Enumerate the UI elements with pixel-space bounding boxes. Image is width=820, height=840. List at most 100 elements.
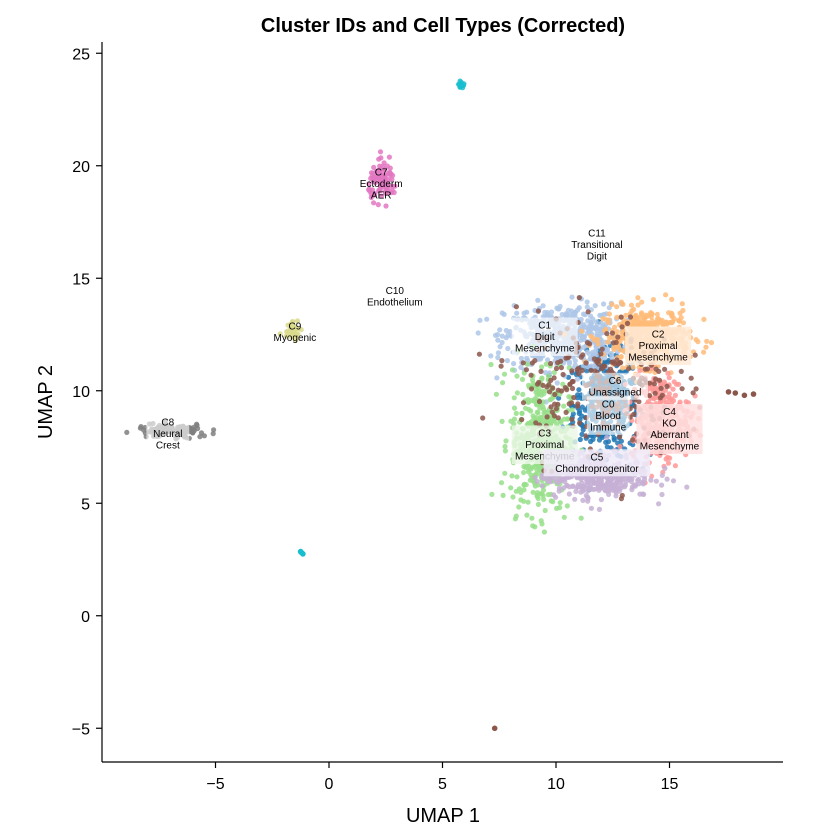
cell-point-c0 xyxy=(596,437,603,443)
cluster-label-c7: Ectoderm xyxy=(360,179,403,190)
cell-point-c5 xyxy=(614,486,620,492)
cell-point-c6 xyxy=(528,372,534,378)
cell-point-outlier xyxy=(491,725,498,732)
cell-point-c1 xyxy=(554,380,560,386)
cell-point-c5 xyxy=(596,506,603,512)
cell-point-c2 xyxy=(595,336,601,343)
cell-point-c6 xyxy=(657,395,664,401)
cell-point-c2 xyxy=(578,328,585,334)
cell-point-c6 xyxy=(550,385,556,391)
cell-point-c3 xyxy=(533,389,539,395)
cell-point-c5 xyxy=(556,485,563,491)
cell-point-c3 xyxy=(578,515,584,521)
cell-point-c2 xyxy=(680,320,687,326)
cell-point-c3 xyxy=(535,501,542,507)
cell-point-c2 xyxy=(635,295,641,301)
cell-point-c4 xyxy=(667,396,673,403)
cell-point-c2 xyxy=(650,297,657,303)
cell-point-c1 xyxy=(581,322,587,328)
cell-point-c5 xyxy=(579,483,586,489)
cell-point-c0 xyxy=(579,404,586,410)
cell-point-c6 xyxy=(652,390,658,396)
cell-point-c5 xyxy=(580,497,586,503)
cell-point-c2 xyxy=(663,292,669,298)
cell-point-c7 xyxy=(375,202,381,208)
cell-point-c6 xyxy=(604,331,610,337)
cluster-label-c4: C4 xyxy=(663,407,676,418)
cell-point-c6 xyxy=(569,368,575,374)
cell-point-c3 xyxy=(531,415,537,421)
cell-point-c1 xyxy=(545,357,551,363)
cell-point-c3 xyxy=(502,448,508,454)
cell-point-c6 xyxy=(617,360,623,366)
cell-point-c7 xyxy=(371,164,377,170)
cell-point-c3 xyxy=(513,410,519,416)
cell-point-c6 xyxy=(619,324,625,330)
cell-point-c2 xyxy=(606,317,612,323)
cell-point-c8 xyxy=(211,427,217,433)
cell-point-c5 xyxy=(593,480,599,486)
cell-point-c6 xyxy=(548,404,554,410)
cell-point-c3 xyxy=(525,399,531,405)
cell-point-c2 xyxy=(608,334,614,340)
cell-point-c3 xyxy=(532,396,538,402)
cell-point-c5 xyxy=(606,480,612,486)
cell-point-c7 xyxy=(378,193,384,199)
cell-point-c1 xyxy=(562,312,569,318)
cell-point-c6 xyxy=(553,406,560,412)
cell-point-c1 xyxy=(524,357,531,363)
cell-point-c3 xyxy=(514,474,520,480)
cell-point-outlier xyxy=(741,392,748,399)
cell-point-c3 xyxy=(493,391,499,397)
cell-point-c2 xyxy=(588,333,594,339)
cluster-label-c4: Aberrant xyxy=(650,430,689,441)
cluster-label-c1: C1 xyxy=(538,321,551,332)
cell-point-c4 xyxy=(672,392,679,398)
cluster-label-c9: C9 xyxy=(289,322,302,333)
cell-point-c6 xyxy=(536,398,543,405)
cell-point-c3 xyxy=(541,529,548,535)
cluster-label-background xyxy=(636,404,703,454)
cell-point-c1 xyxy=(540,303,546,309)
cell-point-c6 xyxy=(520,400,527,406)
cell-point-c1 xyxy=(608,350,614,357)
cell-point-c9 xyxy=(277,331,283,337)
cell-point-c6 xyxy=(626,366,632,372)
cluster-label-c8: C8 xyxy=(161,417,174,428)
cell-point-c3 xyxy=(498,480,505,486)
cell-point-c3 xyxy=(500,492,506,498)
cell-point-c4 xyxy=(676,381,682,387)
cell-point-c3 xyxy=(542,507,548,514)
cell-point-c3 xyxy=(558,419,564,425)
x-tick-label: 5 xyxy=(438,776,447,793)
cell-point-c0 xyxy=(576,387,582,393)
cell-point-c3 xyxy=(541,496,547,502)
cell-point-c6 xyxy=(624,320,631,326)
cell-point-c5 xyxy=(606,488,612,494)
cluster-label-background xyxy=(146,414,190,453)
cluster-label-c0: C0 xyxy=(602,399,615,410)
cell-point-c3 xyxy=(545,492,551,498)
cell-point-c1 xyxy=(593,348,599,354)
cell-point-c6 xyxy=(555,387,561,393)
cell-point-c4 xyxy=(665,460,672,466)
cell-point-c3 xyxy=(543,361,549,367)
cell-point-c3 xyxy=(529,515,535,521)
cell-point-c1 xyxy=(593,324,599,330)
cell-point-c6 xyxy=(538,368,544,374)
cell-point-c6 xyxy=(476,351,482,357)
cell-point-c2 xyxy=(664,320,670,326)
cell-point-c1 xyxy=(499,339,505,346)
cell-point-c1 xyxy=(581,336,587,342)
cell-point-c1 xyxy=(585,318,591,324)
cell-point-c3 xyxy=(502,443,508,450)
cell-point-c2 xyxy=(611,346,617,353)
cell-point-c1 xyxy=(503,335,509,341)
cell-point-c4 xyxy=(665,454,671,460)
cell-point-c6 xyxy=(688,375,694,381)
y-tick-label: 5 xyxy=(81,496,90,513)
cell-point-c4 xyxy=(666,391,673,397)
x-tick-label: 0 xyxy=(325,776,334,793)
cell-point-c6 xyxy=(560,371,566,378)
cell-point-c5 xyxy=(639,479,645,485)
